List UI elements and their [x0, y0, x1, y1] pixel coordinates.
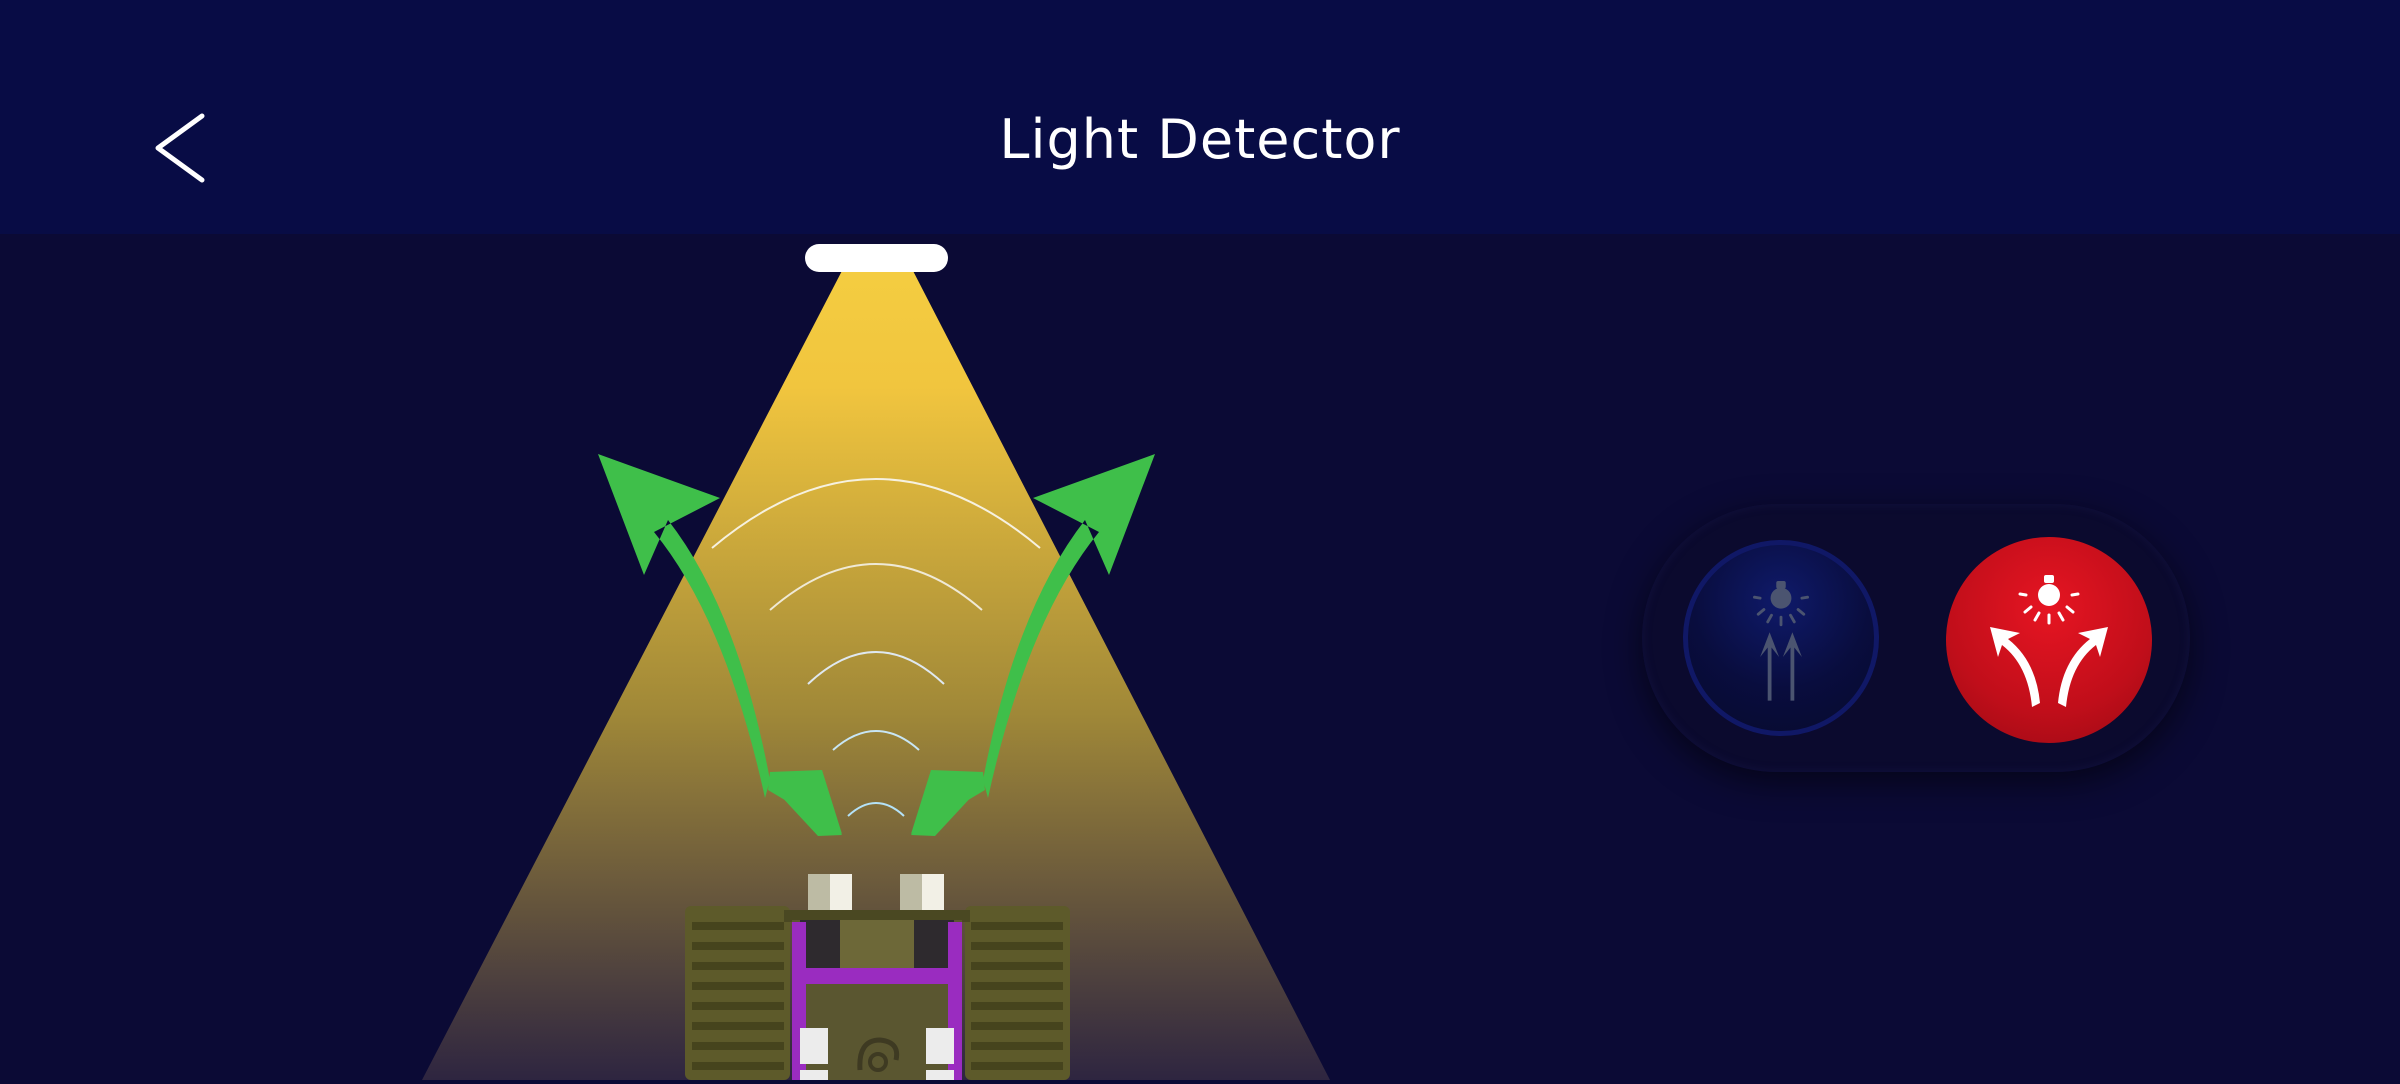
chevron-left-icon: [155, 113, 205, 183]
top-bar: Light Detector: [0, 0, 2400, 234]
scene-illustration: [422, 244, 1330, 1080]
light-avoid-icon: [1990, 575, 2108, 707]
light-follow-button[interactable]: [1683, 540, 1879, 736]
light-scene: [0, 234, 2400, 1080]
page-title: Light Detector: [999, 108, 1401, 171]
robot-car: [685, 874, 1070, 1080]
light-follow-icon: [1753, 581, 1809, 701]
avoid-arrows-icon: [598, 454, 1155, 836]
lamp-icon: [805, 244, 948, 272]
light-beam: [422, 265, 1330, 1080]
signal-waves-icon: [711, 478, 1041, 817]
light-avoid-button[interactable]: [1946, 537, 2152, 743]
back-button[interactable]: [140, 100, 220, 190]
